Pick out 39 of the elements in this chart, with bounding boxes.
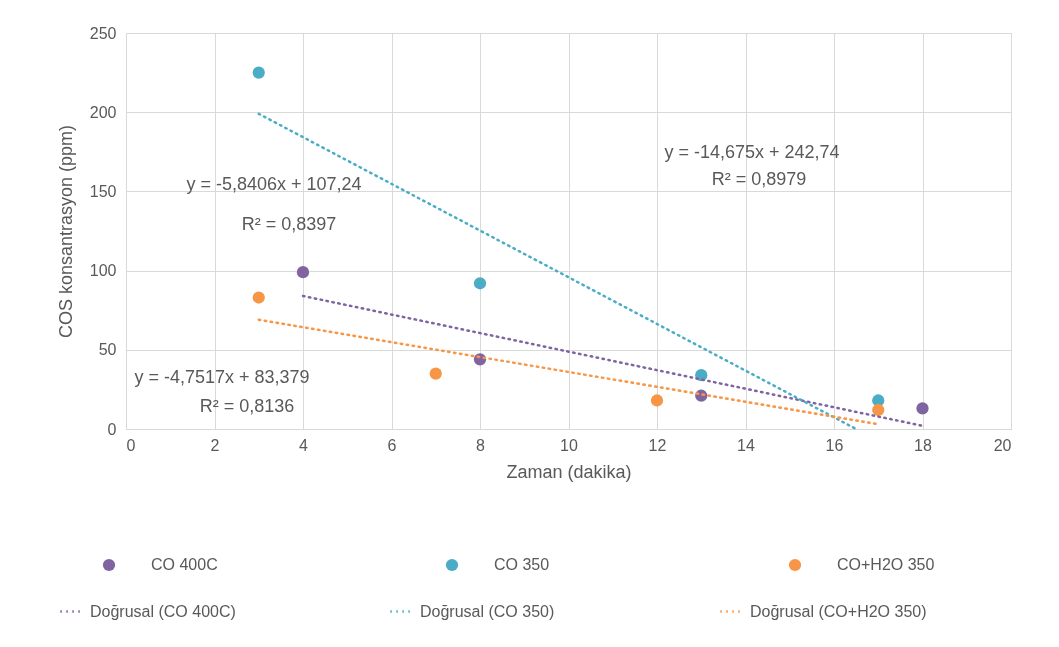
y-tick-label: 100 [89, 262, 117, 280]
annotation: y = -5,8406x + 107,24 [186, 174, 362, 194]
legend-label: Doğrusal (CO 350) [420, 602, 555, 620]
annotation: R² = 0,8979 [711, 169, 807, 189]
annotation: y = -14,675x + 242,74 [664, 142, 840, 162]
x-tick-label: 8 [476, 436, 486, 454]
x-tick-label: 16 [825, 436, 844, 454]
point [296, 266, 310, 279]
x-tick-label: 0 [126, 436, 136, 454]
annotation: R² = 0,8136 [199, 396, 295, 416]
point [252, 291, 265, 304]
x-tick-label: 4 [299, 436, 309, 454]
y-axis-title: COS konsantrasyon (ppm) [55, 124, 76, 339]
legend-label: Doğrusal (CO 400C) [90, 602, 236, 620]
point [429, 367, 442, 380]
legend-label: CO 350 [494, 556, 550, 573]
point [650, 394, 664, 407]
x-axis-title: Zaman (dakika) [506, 461, 632, 482]
y-tick-label: 50 [98, 341, 117, 359]
x-tick-label: 14 [737, 436, 755, 454]
point [473, 277, 487, 290]
point [916, 402, 929, 415]
legend-label: CO 400C [151, 556, 218, 573]
x-tick-label: 6 [387, 436, 397, 454]
x-tick-label: 10 [560, 436, 578, 454]
point [252, 66, 265, 79]
annotation: R² = 0,8397 [241, 214, 337, 234]
x-tick-label: 2 [210, 436, 220, 454]
y-tick-label: 150 [89, 182, 117, 200]
y-tick-label: 250 [89, 24, 117, 42]
legend-label: CO+H2O 350 [837, 556, 935, 573]
legend-label: Doğrusal (CO+H2O 350) [750, 602, 927, 620]
annotation: y = -4,7517x + 83,379 [134, 367, 310, 387]
point [872, 403, 885, 417]
y-tick-label: 200 [89, 103, 117, 121]
x-tick-label: 18 [914, 436, 932, 454]
x-tick-label: 20 [993, 436, 1012, 454]
y-tick-label: 0 [107, 420, 117, 438]
x-tick-label: 12 [648, 436, 667, 454]
